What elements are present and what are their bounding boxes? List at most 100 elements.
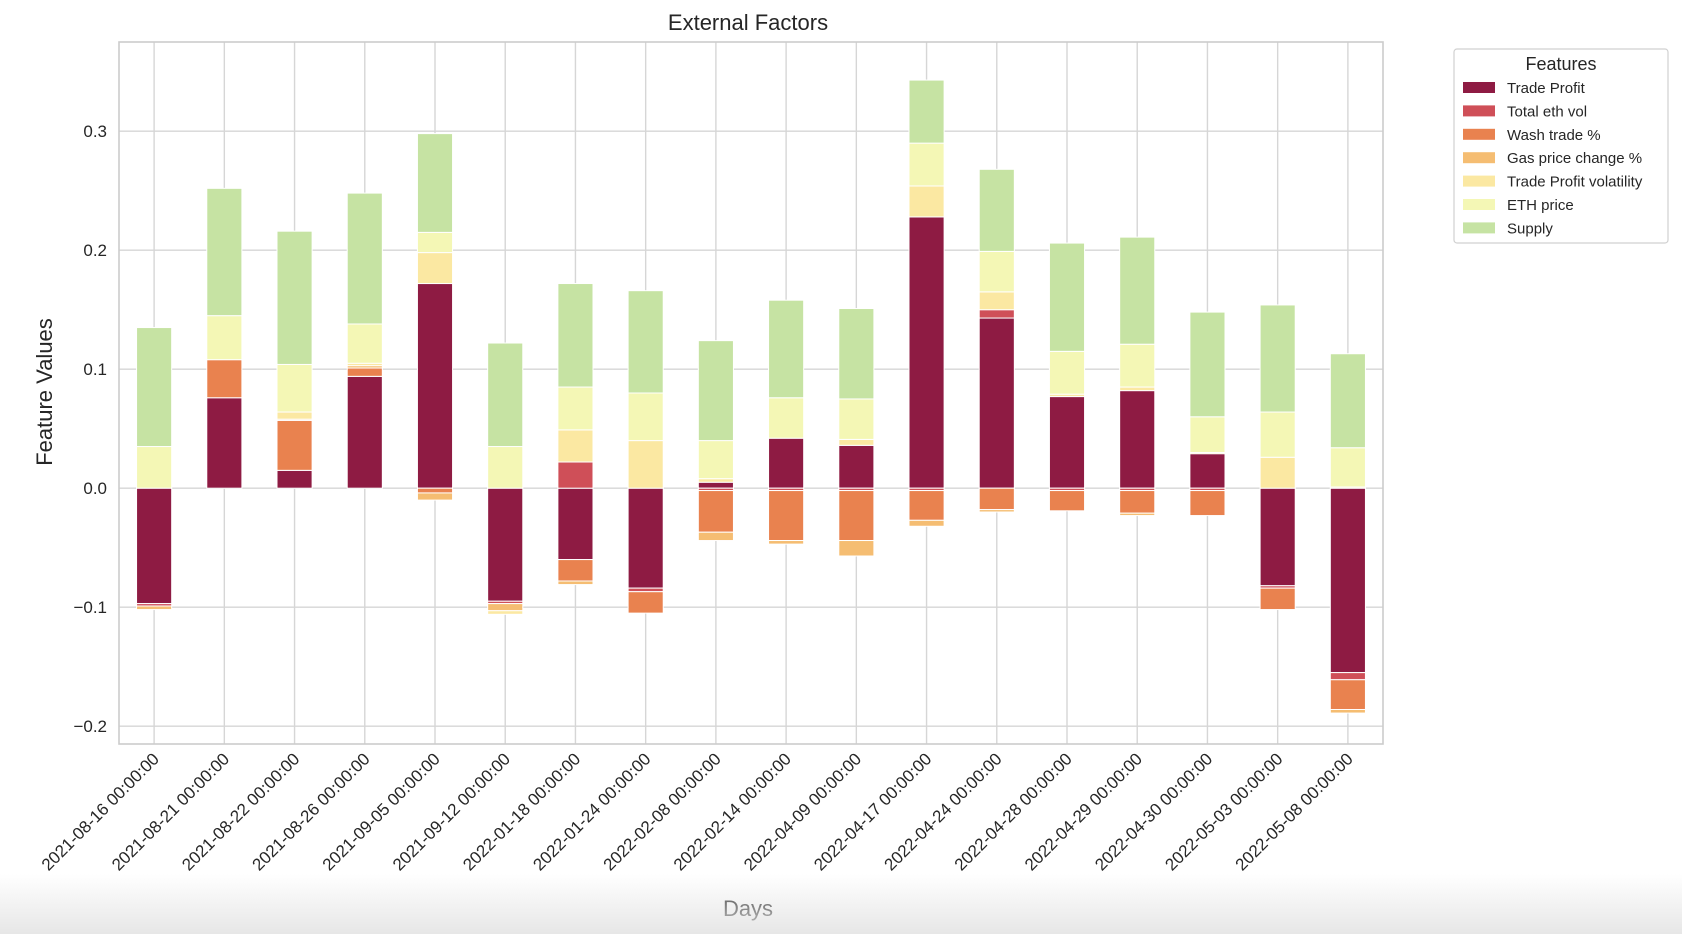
bar-segment (1048, 396, 1086, 489)
bar-segment (978, 250, 1015, 293)
bar-segment (416, 252, 454, 285)
bar-segment (768, 397, 805, 439)
bar-segment (978, 291, 1015, 311)
bar-segment (557, 461, 594, 489)
y-tick-label: 0.1 (83, 360, 107, 379)
legend-label: Trade Profit (1507, 80, 1586, 97)
bar-segment (1119, 343, 1156, 388)
bar-segment (136, 605, 173, 611)
bar-segment (908, 142, 945, 187)
legend: Features Trade Profit Total eth vol Wash t… (1453, 48, 1669, 244)
bar-segment (1119, 490, 1156, 514)
bar-segment (1119, 386, 1156, 392)
bar-segment (978, 309, 1015, 319)
bar-segment (416, 283, 454, 489)
bar-segment (768, 490, 805, 542)
bar-segment (908, 185, 945, 218)
bar-segment (978, 317, 1015, 489)
legend-swatch (1463, 82, 1495, 93)
bar-segment (697, 490, 734, 533)
bar-segment (697, 478, 734, 483)
bar-segment (487, 610, 524, 615)
legend-label: Trade Profit volatility (1507, 174, 1643, 191)
bar-segment (557, 283, 594, 388)
bar-segment (346, 375, 383, 489)
bar-segment (1048, 490, 1086, 512)
y-tick-label: 0.2 (83, 241, 107, 260)
bar-segment (1259, 487, 1296, 587)
bar-segment (697, 481, 734, 489)
bar-segment (627, 487, 664, 589)
bar-segment (346, 192, 383, 325)
bar-segment (206, 397, 243, 489)
legend-swatch (1463, 152, 1495, 164)
bar-segment (276, 419, 313, 471)
bar-segment (627, 440, 664, 489)
bar-segment (978, 509, 1015, 513)
bar-segment (838, 398, 875, 440)
bar-segment (1259, 304, 1296, 413)
bar-segment (1189, 311, 1226, 418)
bar-segment (276, 363, 313, 413)
bar-segment (416, 231, 454, 254)
bar-segment (838, 540, 875, 557)
bar-segment (838, 438, 875, 446)
bar-segment (487, 487, 524, 602)
bar-segment (768, 299, 805, 399)
x-axis-label: Days (723, 896, 773, 921)
bar-segment (697, 440, 734, 480)
bar-segment (487, 342, 524, 448)
bar-segment (1189, 490, 1226, 517)
bar-segment (346, 323, 383, 364)
bar-segment (627, 290, 664, 394)
bar-segment (1189, 453, 1226, 489)
legend-label: Total eth vol (1507, 103, 1587, 120)
y-tick-label: −0.2 (73, 717, 107, 736)
bar-segment (908, 79, 945, 144)
bar-segment (276, 469, 313, 489)
bar-segment (627, 392, 664, 442)
y-tick-label: −0.1 (73, 598, 107, 617)
bar-segment (136, 446, 173, 489)
bar-segment (1329, 708, 1366, 714)
legend-swatch (1463, 222, 1495, 234)
bar-segment (1259, 587, 1296, 611)
bar-segment (1119, 512, 1156, 517)
bar-segment (346, 367, 383, 377)
bar-segment (1048, 350, 1086, 395)
bar-segment (908, 216, 945, 489)
bar-segment (697, 531, 734, 542)
legend-items: Trade Profit Total eth vol Wash trade % Gas… (1463, 80, 1643, 237)
bar-segment (838, 490, 875, 542)
bar-segment (136, 487, 173, 605)
legend-label: ETH price (1507, 197, 1574, 214)
bar-segment (627, 587, 664, 593)
bar-segment (1329, 487, 1366, 674)
legend-swatch (1463, 105, 1495, 117)
y-tick-label: 0.3 (83, 122, 107, 141)
bar-segment (1329, 672, 1366, 681)
legend-label: Gas price change % (1507, 150, 1642, 167)
bar-segment (908, 490, 945, 521)
bar-segment (768, 437, 805, 489)
bar-segment (978, 487, 1015, 511)
bar-segment (1259, 411, 1296, 458)
chart-title: External Factors (668, 10, 828, 35)
bar-segment (1259, 456, 1296, 489)
bar-segment (276, 411, 313, 420)
bar-segment (557, 386, 594, 431)
bar-segment (487, 446, 524, 489)
bar-segment (1189, 416, 1226, 453)
bar-segment (1329, 353, 1366, 449)
bar-segment (768, 540, 805, 545)
bar-segment (136, 327, 173, 448)
legend-swatch (1463, 175, 1495, 187)
bar-segment (908, 519, 945, 527)
bar-segment (1119, 236, 1156, 345)
bar-segment (838, 308, 875, 400)
bar-segment (1329, 679, 1366, 710)
bar-segment (978, 168, 1015, 252)
legend-box (1453, 48, 1669, 244)
bar-segment (487, 603, 524, 612)
